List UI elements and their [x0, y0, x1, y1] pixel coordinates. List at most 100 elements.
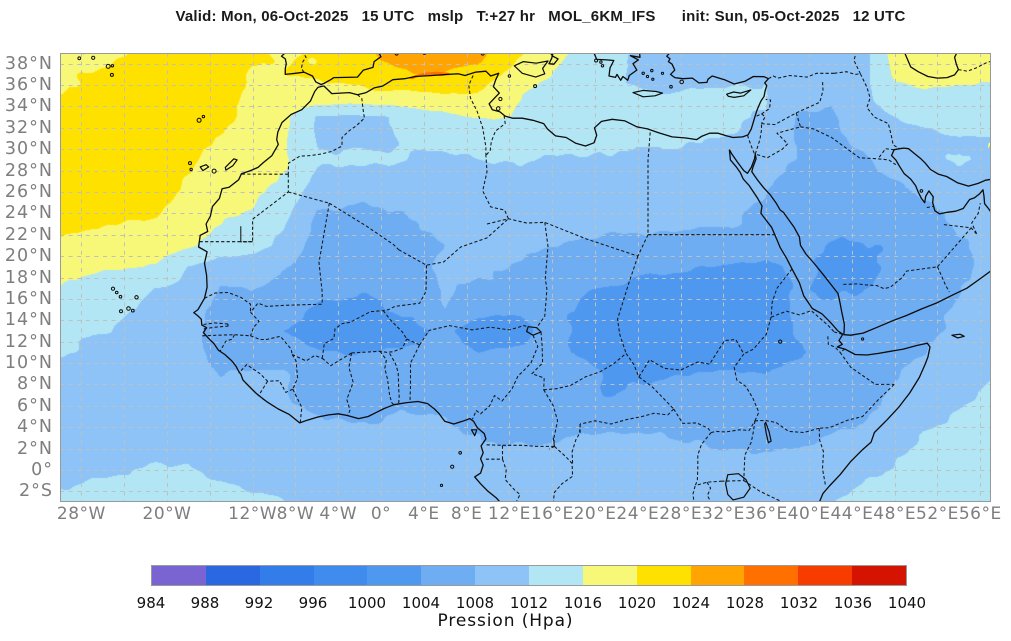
country-border: [383, 265, 428, 312]
country-border: [755, 112, 802, 159]
country-border: [389, 353, 400, 404]
colorbar-segment: [475, 566, 530, 585]
small-island: [450, 464, 455, 469]
small-island: [211, 168, 217, 174]
lon-tick-label: 0°: [370, 504, 392, 524]
small-island: [110, 286, 116, 291]
country-border: [548, 445, 555, 450]
lon-tick-label: 56°E: [958, 504, 1002, 524]
lon-tick-label: 36°E: [744, 504, 788, 524]
small-island: [110, 64, 115, 68]
country-border: [536, 327, 542, 333]
lat-tick-label: 2°S: [19, 481, 53, 502]
map-frame: [60, 53, 991, 502]
coastline: [323, 53, 770, 147]
coastline: [193, 85, 501, 502]
small-island: [669, 84, 673, 89]
colorbar-segment: [636, 566, 691, 585]
country-border: [638, 338, 745, 378]
colorbar-tick-label: 1000: [347, 594, 387, 612]
country-border: [543, 352, 627, 391]
country-border: [419, 325, 529, 346]
small-island: [507, 74, 512, 78]
island-or-lake-outline: [513, 60, 549, 78]
country-border: [694, 432, 712, 487]
country-border: [502, 459, 521, 502]
lon-tick-label: 28°W: [56, 504, 106, 524]
lat-tick-label: 22°N: [4, 224, 53, 245]
country-border: [203, 324, 229, 330]
country-border: [834, 71, 861, 75]
country-border: [543, 389, 559, 447]
country-border: [743, 316, 772, 355]
colorbar-segment: [259, 566, 314, 585]
country-border: [843, 266, 938, 290]
map-overlay: [60, 53, 991, 502]
country-border: [625, 353, 675, 410]
country-border: [250, 311, 260, 336]
small-island: [533, 84, 538, 89]
colorbar-segment: [421, 566, 476, 585]
small-island: [119, 309, 123, 314]
country-border: [926, 205, 934, 209]
lon-tick-label: 4°W: [319, 504, 358, 524]
coastline: [280, 53, 382, 86]
country-border: [329, 202, 400, 251]
lon-tick-label: 28°E: [659, 504, 703, 524]
colorbar-tick-label: 984: [136, 594, 166, 612]
country-border: [238, 364, 294, 393]
country-border: [937, 266, 950, 293]
small-island: [126, 306, 131, 311]
small-island: [189, 167, 193, 172]
coastline: [728, 149, 931, 502]
lon-tick-label: 44°E: [830, 504, 874, 524]
lon-tick-label: 24°E: [616, 504, 660, 524]
colorbar-tick-label: 1028: [725, 594, 765, 612]
island-or-lake-outline: [470, 429, 478, 437]
colorbar-tick-label: 988: [190, 594, 220, 612]
country-border: [747, 135, 755, 155]
country-border: [637, 234, 649, 257]
colorbar-segment: [367, 566, 422, 585]
small-island: [861, 337, 865, 341]
country-border: [472, 334, 539, 420]
colorbar-segment: [582, 566, 637, 585]
country-border: [502, 444, 555, 447]
colorbar-tick-label: 992: [244, 594, 274, 612]
colorbar-segment: [744, 566, 799, 585]
lon-tick-label: 48°E: [873, 504, 917, 524]
country-border: [579, 408, 675, 425]
small-island: [498, 96, 503, 102]
country-border: [770, 268, 793, 318]
lon-tick-label: 52°E: [916, 504, 959, 524]
country-border: [250, 335, 293, 355]
country-border: [878, 148, 895, 158]
colorbar-tick-label: 1020: [617, 594, 657, 612]
lat-tick-label: 8°N: [17, 374, 53, 395]
country-border: [287, 94, 365, 175]
lat-tick-label: 16°N: [4, 288, 53, 309]
small-island: [645, 74, 650, 79]
island-or-lake-outline: [199, 164, 210, 172]
lat-tick-label: 24°N: [4, 203, 53, 224]
small-island: [77, 56, 82, 61]
coastline: [548, 53, 559, 65]
country-border: [578, 423, 581, 435]
country-border: [692, 485, 696, 502]
lat-tick-label: 32°N: [4, 117, 53, 138]
colorbar-tick-label: 1024: [671, 594, 711, 612]
country-border: [485, 115, 506, 156]
colorbar: [151, 565, 907, 586]
country-border: [743, 420, 756, 481]
lat-tick-label: 26°N: [4, 181, 53, 202]
country-border: [351, 338, 408, 354]
colorbar-segment: [152, 566, 206, 585]
small-island: [778, 339, 783, 344]
lon-tick-label: 8°W: [276, 504, 315, 524]
country-border: [382, 310, 408, 340]
colorbar-tick-label: 1016: [563, 594, 603, 612]
country-border: [257, 380, 269, 397]
country-border: [409, 344, 421, 402]
island-or-lake-outline: [764, 421, 772, 444]
